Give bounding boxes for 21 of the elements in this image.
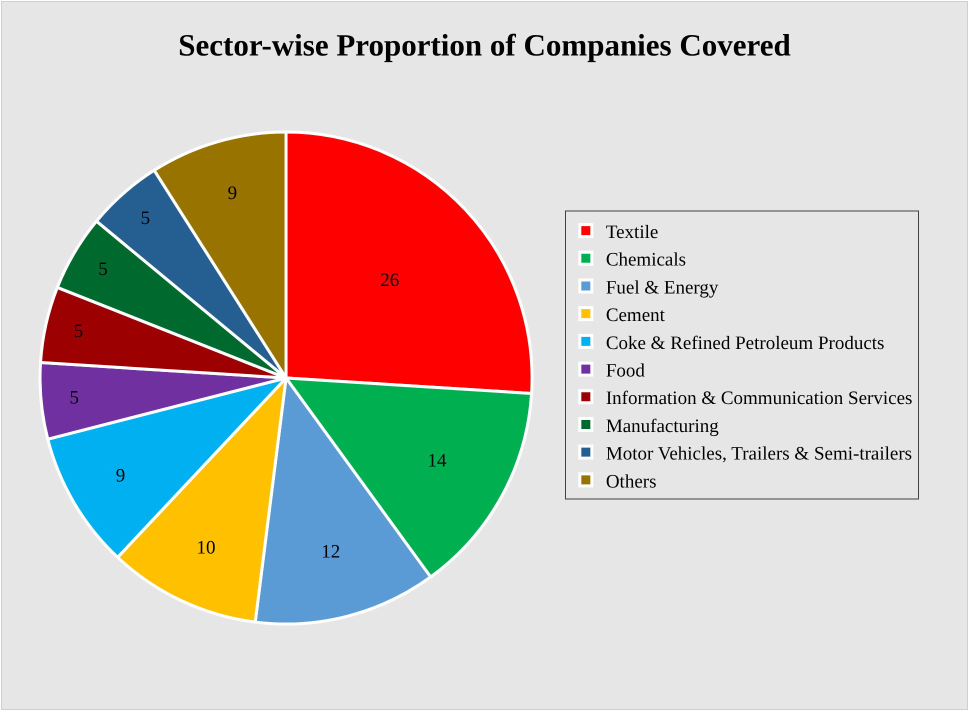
legend-label: Chemicals [606,250,686,271]
data-label: 5 [74,321,84,342]
legend-label: Others [606,471,656,492]
legend-label: Fuel & Energy [606,277,719,298]
data-label: 5 [98,259,108,280]
data-label: 26 [380,270,400,292]
legend-label: Textile [606,222,658,243]
data-label: 9 [116,465,126,486]
data-label: 5 [140,208,150,229]
data-label: 5 [70,388,80,409]
legend-label: Motor Vehicles, Trailers & Semi-trailers [606,444,912,465]
data-label: 10 [196,538,216,559]
data-label: 12 [321,542,340,563]
legend-label: Manufacturing [606,416,720,437]
legend-label: Information & Communication Services [606,388,912,410]
chart-title: Sector-wise Proportion of Companies Covered [178,28,791,63]
legend-label: Cement [606,305,666,326]
legend-label: Food [606,360,646,382]
legend-label: Coke & Refined Petroleum Products [606,332,884,354]
data-label: 14 [427,450,447,472]
data-label: 9 [228,182,238,204]
